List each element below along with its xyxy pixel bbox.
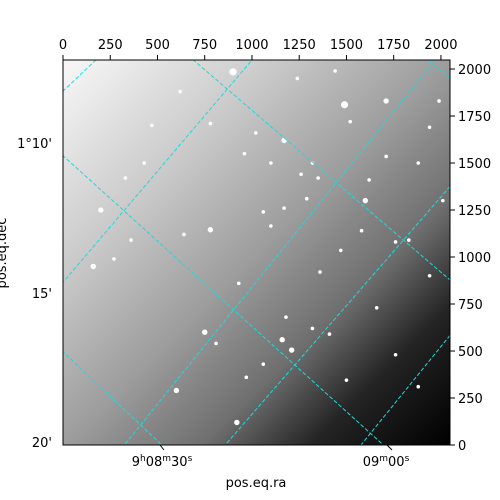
- y-tick-label: 1750: [458, 110, 491, 125]
- star-point: [253, 131, 258, 135]
- y-tick-label: 750: [458, 298, 483, 313]
- dec-grid-line: [192, 60, 450, 281]
- ra-axis-label: pos.eq.ra: [226, 476, 287, 491]
- star-point: [348, 119, 353, 124]
- dec-axis-label: pos.eq.dec: [0, 218, 10, 289]
- star-point: [338, 248, 343, 253]
- ra-tick-mark: [159, 444, 165, 451]
- star-point: [207, 227, 214, 233]
- dec-tick-label: 20': [32, 436, 52, 451]
- star-point: [98, 207, 104, 213]
- star-point: [340, 101, 349, 109]
- star-point: [299, 172, 303, 177]
- star-point: [284, 315, 288, 319]
- star-point: [123, 176, 128, 180]
- star-point: [318, 270, 322, 274]
- star-point: [269, 161, 273, 165]
- ra-tick-label: 9h08m30s: [132, 454, 193, 470]
- star-point: [142, 161, 147, 165]
- ra-tick-label: 09m00s: [363, 454, 410, 470]
- world-axis: 9h08m30s 09m00s pos.eq.ra 1°10' 15' 20' …: [0, 137, 410, 491]
- star-point: [288, 347, 295, 353]
- x-tick-label: 250: [98, 38, 123, 53]
- dec-tick-label: 15': [32, 287, 52, 302]
- dec-grid-line: [63, 155, 385, 445]
- star-point: [261, 362, 266, 366]
- y-tick-label: 2000: [458, 63, 491, 78]
- x-tick-label: 1750: [377, 38, 410, 53]
- star-point: [281, 137, 287, 144]
- star-point: [393, 352, 398, 357]
- y-tick-label: 500: [458, 345, 483, 360]
- star-point: [427, 125, 432, 130]
- dec-grid-line: [63, 351, 163, 445]
- star-point: [427, 274, 432, 278]
- x-tick-label: 750: [192, 38, 217, 53]
- y-tick-label: 250: [458, 392, 483, 407]
- star-point: [441, 198, 445, 203]
- star-point: [407, 238, 411, 242]
- star-point: [295, 76, 300, 81]
- star-point: [242, 151, 247, 156]
- star-point: [229, 68, 237, 76]
- star-point: [129, 238, 133, 242]
- x-tick-label: 1500: [330, 38, 363, 53]
- pixel-axis-ticks: 0 250 500 750 1000 1250 1500 1750 2000 0 250 500 750…: [59, 38, 491, 454]
- star-point: [393, 240, 398, 244]
- sky-image: [63, 60, 450, 445]
- plot-frame: [62, 59, 451, 446]
- star-point: [173, 387, 180, 394]
- star-point: [367, 178, 371, 182]
- star-point: [90, 263, 96, 270]
- star-point: [327, 332, 332, 336]
- star-point: [333, 69, 337, 73]
- x-tick-label: 1000: [235, 38, 268, 53]
- star-point: [416, 161, 421, 165]
- star-point: [383, 98, 389, 104]
- x-tick-label: 500: [145, 38, 170, 53]
- star-point: [362, 197, 369, 204]
- star-point: [112, 257, 116, 261]
- y-tick-label: 0: [458, 439, 466, 454]
- star-point: [374, 305, 379, 310]
- star-point: [244, 375, 249, 380]
- ra-tick-mark: [386, 444, 393, 451]
- star-point: [150, 123, 154, 128]
- star-point: [310, 161, 315, 165]
- star-point: [234, 419, 240, 426]
- star-point: [202, 329, 208, 335]
- star-point: [269, 224, 273, 228]
- star-point: [214, 341, 218, 346]
- star-point: [310, 326, 315, 331]
- y-tick-label: 1000: [458, 251, 491, 266]
- x-tick-label: 1250: [283, 38, 316, 53]
- star-point: [384, 154, 388, 159]
- star-point: [316, 176, 320, 180]
- stars-layer: [90, 68, 445, 426]
- star-point: [416, 384, 421, 389]
- star-point: [182, 232, 186, 237]
- star-point: [261, 210, 266, 214]
- x-tick-label: 0: [59, 38, 67, 53]
- star-point: [178, 89, 182, 94]
- star-point: [279, 337, 285, 343]
- ra-grid-line: [360, 334, 450, 445]
- star-point: [304, 196, 309, 201]
- y-tick-label: 1250: [458, 204, 491, 219]
- star-point: [236, 281, 241, 286]
- y-tick-label: 1500: [458, 157, 491, 172]
- dec-tick-label: 1°10': [17, 137, 52, 152]
- star-point: [208, 121, 213, 126]
- ra-ticks: [159, 444, 393, 451]
- star-point: [344, 378, 349, 382]
- x-tick-label: 2000: [424, 38, 457, 53]
- star-point: [359, 228, 364, 233]
- ra-grid-line: [123, 60, 437, 445]
- star-point: [437, 99, 441, 103]
- star-point: [282, 206, 286, 210]
